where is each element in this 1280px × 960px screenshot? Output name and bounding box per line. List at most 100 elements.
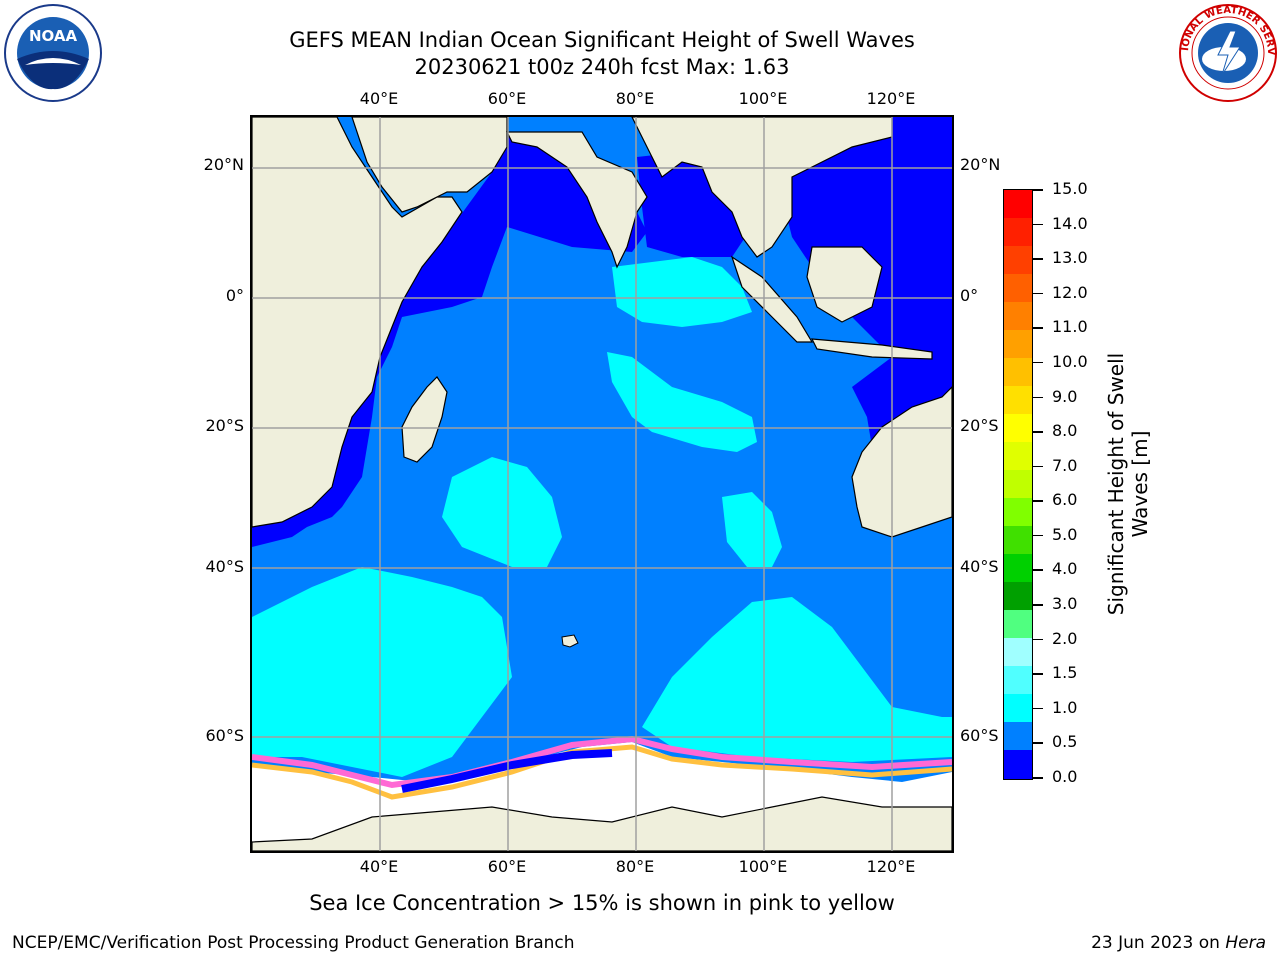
colorbar-segment — [1004, 638, 1032, 667]
lon-label-top: 100°E — [738, 89, 788, 108]
colorbar-tick — [1033, 465, 1043, 468]
ocean-high-southeast — [642, 597, 952, 762]
lon-label-top: 60°E — [487, 89, 527, 108]
colorbar-label: 10.0 — [1052, 351, 1088, 371]
graticule — [252, 117, 952, 851]
sea-ice-pink — [252, 735, 952, 789]
colorbar-tick — [1033, 361, 1043, 364]
ocean-low-north — [252, 132, 647, 547]
colorbar-label: 8.0 — [1052, 421, 1078, 441]
ocean-high-equatorial — [612, 257, 752, 327]
colorbar-tick — [1033, 500, 1043, 502]
lat-label-left: 20°N — [203, 155, 244, 174]
lon-label-bottom: 120°E — [866, 857, 916, 876]
colorbar-tick — [1033, 638, 1043, 641]
colorbar-label: 9.0 — [1052, 386, 1078, 406]
colorbar-tick — [1033, 223, 1043, 226]
noaa-logo-text: NOAA — [29, 27, 78, 45]
ocean-low-ice-edge — [401, 749, 613, 793]
lat-label-right: 60°S — [960, 726, 999, 745]
colorbar-segment — [1004, 330, 1032, 359]
chart-title: GEFS MEAN Indian Ocean Significant Heigh… — [289, 28, 915, 52]
colorbar-segment — [1004, 386, 1032, 415]
sea-ice-note: Sea Ice Concentration > 15% is shown in … — [309, 891, 895, 915]
colorbar-segment — [1004, 358, 1032, 387]
lat-label-left: 0° — [225, 286, 244, 305]
colorbar-tick — [1033, 604, 1043, 606]
colorbar-segment — [1004, 470, 1032, 499]
colorbar-tick — [1033, 569, 1043, 571]
chart-subtitle: 20230621 t00z 240h fcst Max: 1.63 — [414, 55, 790, 79]
colorbar-label: 13.0 — [1052, 248, 1088, 268]
kerguelen-island — [561, 634, 579, 648]
colorbar-label: 15.0 — [1052, 179, 1088, 198]
colorbar-label: 14.0 — [1052, 213, 1088, 233]
colorbar-segment — [1004, 218, 1032, 247]
colorbar-label: 6.0 — [1052, 490, 1078, 510]
lon-label-top: 40°E — [359, 89, 399, 108]
colorbar-tick — [1033, 707, 1043, 710]
southeast-asia-land — [631, 117, 893, 258]
colorbar-segment — [1004, 610, 1032, 639]
colorbar-label: 4.0 — [1052, 559, 1078, 579]
colorbar-segment — [1004, 246, 1032, 275]
colorbar-label: 5.0 — [1052, 524, 1078, 544]
africa-land — [252, 117, 463, 528]
lat-label-left: 60°S — [205, 726, 244, 745]
colorbar-segment — [1004, 750, 1032, 779]
lat-label-right: 40°S — [960, 557, 999, 576]
antarctica-land — [252, 796, 952, 851]
colorbar-label: 2.0 — [1052, 628, 1078, 648]
colorbar-segment — [1004, 414, 1032, 443]
map-canvas — [252, 117, 952, 851]
colorbar-segment — [1004, 722, 1032, 751]
colorbar-tick — [1033, 258, 1043, 260]
colorbar-segment — [1004, 442, 1032, 471]
colorbar-tick — [1033, 292, 1043, 295]
lon-label-top: 80°E — [615, 89, 655, 108]
borneo-land — [806, 246, 883, 323]
colorbar-label: 11.0 — [1052, 317, 1088, 337]
lat-label-left: 20°S — [205, 416, 244, 435]
lat-label-right: 20°N — [960, 155, 1001, 174]
lon-label-bottom: 100°E — [738, 857, 788, 876]
australia-land — [851, 386, 952, 538]
lat-label-left: 40°S — [205, 557, 244, 576]
colorbar-segment — [1004, 302, 1032, 331]
map-panel — [250, 115, 954, 853]
lat-label-right: 20°S — [960, 416, 999, 435]
lon-label-bottom: 80°E — [615, 857, 655, 876]
colorbar-tick — [1033, 534, 1043, 537]
lon-label-bottom: 40°E — [359, 857, 399, 876]
arabia-land — [351, 117, 508, 213]
colorbar-segment — [1004, 498, 1032, 527]
footer-date: 23 Jun 2023 on Hera — [1091, 933, 1266, 953]
colorbar-label: 3.0 — [1052, 594, 1078, 614]
colorbar-tick — [1033, 777, 1043, 779]
colorbar-tick — [1033, 189, 1043, 191]
colorbar-label: 1.5 — [1052, 663, 1078, 683]
colorbar-tick — [1033, 742, 1043, 744]
colorbar-segment — [1004, 190, 1032, 219]
colorbar-label: 0.5 — [1052, 732, 1078, 752]
india-land — [506, 131, 648, 269]
colorbar-tick — [1033, 431, 1043, 433]
nws-logo: NATIONAL WEATHER SERVICE — [1174, 0, 1278, 107]
colorbar-segment — [1004, 582, 1032, 611]
colorbar-label: 12.0 — [1052, 282, 1088, 302]
colorbar-tick — [1033, 327, 1043, 329]
ocean-high-east — [722, 492, 782, 567]
colorbar-label: 7.0 — [1052, 455, 1078, 475]
lon-label-bottom: 60°E — [487, 857, 527, 876]
colorbar-tick — [1033, 673, 1043, 675]
colorbar-segment — [1004, 666, 1032, 695]
lon-label-top: 120°E — [866, 89, 916, 108]
colorbar-segment — [1004, 694, 1032, 723]
sumatra-land — [730, 255, 814, 343]
footer-credit: NCEP/EMC/Verification Post Processing Pr… — [12, 933, 575, 953]
lat-label-right: 0° — [960, 286, 979, 305]
noaa-logo: NOAA — [3, 3, 103, 107]
java-land — [810, 338, 933, 360]
footer-machine: Hera — [1225, 933, 1266, 953]
colorbar-label: 1.0 — [1052, 697, 1078, 717]
